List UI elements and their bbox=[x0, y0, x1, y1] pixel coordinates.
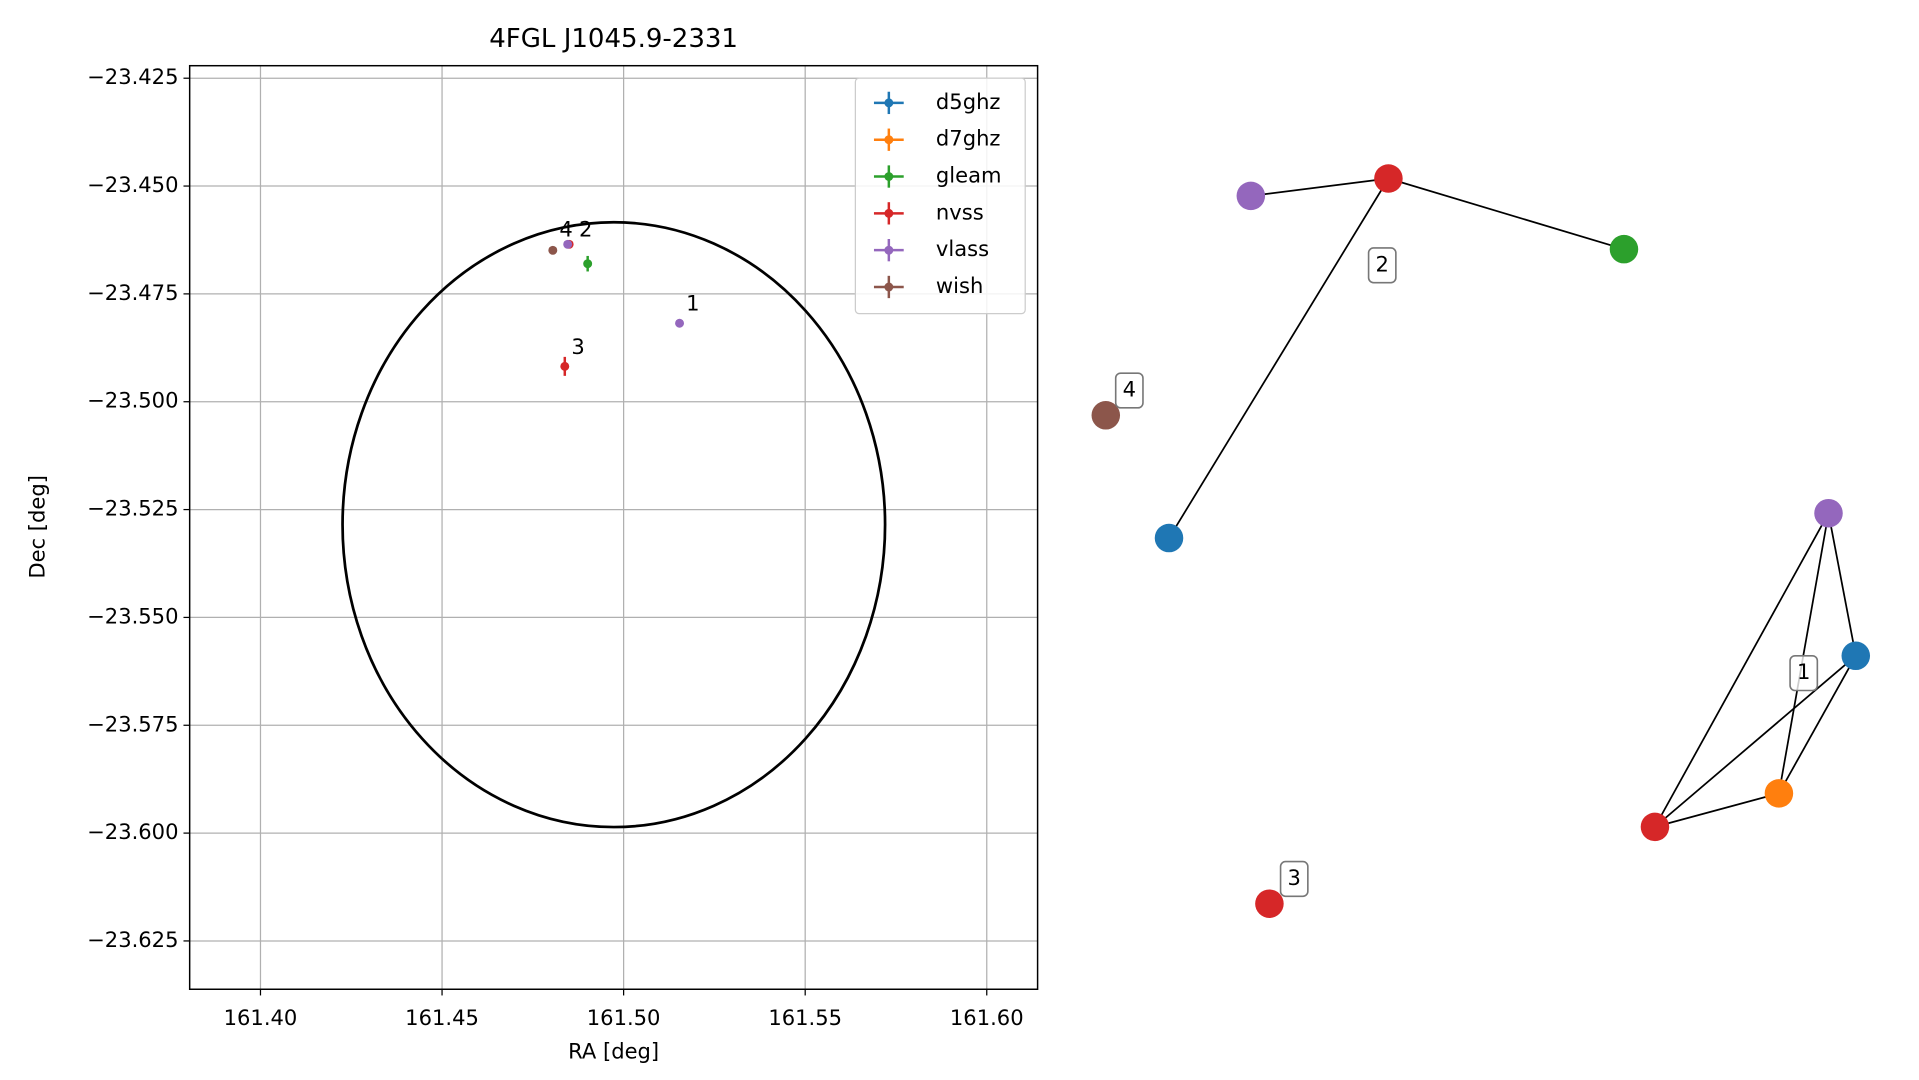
y-tick-label: −23.525 bbox=[87, 496, 178, 521]
y-axis-label: Dec [deg] bbox=[24, 475, 49, 579]
edge bbox=[1250, 177, 1389, 197]
data-point bbox=[563, 239, 573, 249]
legend-swatch bbox=[884, 208, 894, 218]
legend-label: vlass bbox=[936, 236, 989, 261]
legend-label: d7ghz bbox=[936, 126, 1001, 151]
legend: d5ghz d7ghz gleam nvss vlass wish bbox=[854, 77, 1026, 315]
y-tick-label: −23.600 bbox=[87, 819, 178, 844]
node bbox=[1609, 234, 1639, 264]
legend-swatch bbox=[884, 282, 894, 292]
node bbox=[1374, 164, 1403, 193]
legend-swatch bbox=[884, 172, 894, 181]
legend-swatch bbox=[884, 135, 894, 145]
edge bbox=[1654, 512, 1830, 828]
group-label-box bbox=[1367, 247, 1397, 284]
edge bbox=[1168, 178, 1390, 539]
node bbox=[1255, 889, 1284, 918]
node bbox=[1841, 641, 1871, 671]
y-tick-label: −23.425 bbox=[87, 64, 178, 89]
data-point bbox=[548, 245, 558, 255]
node bbox=[1640, 812, 1670, 842]
x-tick-label: 161.45 bbox=[405, 1005, 479, 1030]
x-axis-label: RA [deg] bbox=[568, 1038, 659, 1063]
y-tick-label: −23.475 bbox=[87, 280, 178, 305]
axes-frame bbox=[188, 64, 1039, 990]
group-label: 1 bbox=[1797, 659, 1810, 684]
data-point bbox=[560, 361, 570, 371]
legend-box bbox=[854, 77, 1026, 315]
node bbox=[1764, 779, 1794, 808]
edge bbox=[1778, 655, 1857, 794]
x-tick-label: 161.60 bbox=[950, 1005, 1024, 1030]
y-tick-label: −23.625 bbox=[87, 927, 178, 952]
group-label: 2 bbox=[1376, 251, 1389, 276]
chart-title: 4FGL J1045.9-2331 bbox=[489, 24, 738, 54]
legend-swatch bbox=[884, 245, 894, 255]
legend-label: d5ghz bbox=[936, 89, 1001, 114]
x-tick-label: 161.55 bbox=[768, 1005, 842, 1030]
annotation: 1 bbox=[686, 291, 699, 316]
edge bbox=[1827, 513, 1857, 656]
annotation: 2 bbox=[579, 216, 592, 241]
legend-label: wish bbox=[936, 273, 983, 298]
edge bbox=[1654, 655, 1857, 828]
annotation: 4 bbox=[559, 216, 572, 241]
legend-swatch bbox=[884, 98, 894, 108]
y-tick-label: −23.500 bbox=[87, 388, 178, 413]
y-tick-label: −23.550 bbox=[87, 603, 178, 628]
group-label: 4 bbox=[1123, 376, 1136, 401]
legend-label: gleam bbox=[936, 163, 1002, 188]
node bbox=[1814, 498, 1843, 528]
group-label-box bbox=[1114, 372, 1144, 409]
node bbox=[1091, 401, 1121, 430]
node bbox=[1236, 181, 1266, 211]
annotation: 3 bbox=[571, 334, 584, 359]
node bbox=[1154, 523, 1184, 553]
y-tick-label: −23.575 bbox=[87, 711, 178, 736]
x-tick-label: 161.40 bbox=[224, 1005, 298, 1030]
y-tick-label: −23.450 bbox=[87, 172, 178, 197]
edge bbox=[1388, 177, 1625, 251]
edge bbox=[1654, 792, 1780, 828]
group-label-box bbox=[1789, 654, 1819, 692]
group-label: 3 bbox=[1288, 865, 1301, 890]
legend-label: nvss bbox=[936, 199, 984, 224]
data-point bbox=[583, 259, 593, 269]
region-ellipse bbox=[341, 220, 887, 829]
edge bbox=[1778, 513, 1830, 794]
data-point bbox=[675, 318, 685, 328]
x-tick-label: 161.50 bbox=[587, 1005, 661, 1030]
group-label-box bbox=[1279, 860, 1309, 898]
